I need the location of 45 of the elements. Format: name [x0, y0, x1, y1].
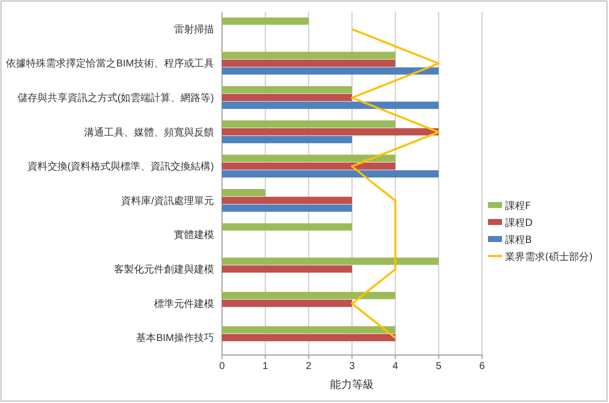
x-tick-label: 2	[306, 361, 312, 372]
y-tick-label: 雷射掃描	[174, 23, 214, 36]
bar	[222, 196, 352, 204]
x-tick-label: 5	[436, 361, 442, 372]
bar	[222, 300, 352, 307]
bar	[222, 154, 396, 162]
y-tick-label: 依據特殊需求擇定恰當之BIM技術、程序或工具	[6, 58, 214, 70]
bar	[222, 188, 266, 196]
x-tick-label: 1	[262, 361, 269, 372]
y-tick-label: 儲存與共享資訊之方式(如雲端計算、網路等)	[17, 92, 214, 104]
bar	[222, 67, 439, 75]
legend-label: 課程B	[505, 234, 532, 246]
bar	[222, 258, 439, 265]
y-tick-label: 客製化元件創建與建模	[114, 263, 214, 276]
bar	[222, 17, 309, 25]
bar	[222, 162, 396, 170]
bar	[222, 86, 352, 94]
bar	[222, 60, 396, 67]
y-tick-label: 實體建模	[174, 229, 214, 242]
bar	[222, 52, 396, 60]
y-tick-label: 資料庫/資訊處理單元	[121, 194, 214, 207]
y-tick-label: 資料交換(資料格式與標準、資訊交換結構)	[27, 160, 214, 173]
x-tick-label: 4	[392, 361, 399, 372]
bar	[222, 204, 352, 212]
y-tick-label: 基本BIM操作技巧	[136, 332, 214, 344]
bar	[222, 265, 352, 273]
bar	[222, 292, 396, 300]
y-tick-label: 標準元件建模	[154, 298, 214, 310]
bar	[222, 136, 352, 144]
legend-label: 課程F	[505, 200, 531, 212]
bar	[222, 334, 396, 342]
bar	[222, 128, 439, 136]
bar	[222, 326, 396, 334]
x-axis-title: 能力等級	[330, 378, 374, 391]
bar	[222, 120, 396, 128]
x-tick-label: 0	[219, 361, 226, 372]
legend-label: 業界需求(碩士部分)	[505, 251, 593, 263]
bar	[222, 170, 439, 178]
legend-label: 課程D	[505, 217, 533, 229]
y-tick-label: 溝通工具、媒體、頻寬與反饋	[84, 126, 214, 138]
bar	[222, 102, 439, 109]
bar	[222, 223, 352, 231]
x-tick-label: 3	[349, 361, 356, 372]
x-tick-label: 6	[479, 361, 486, 372]
bar	[222, 94, 352, 102]
